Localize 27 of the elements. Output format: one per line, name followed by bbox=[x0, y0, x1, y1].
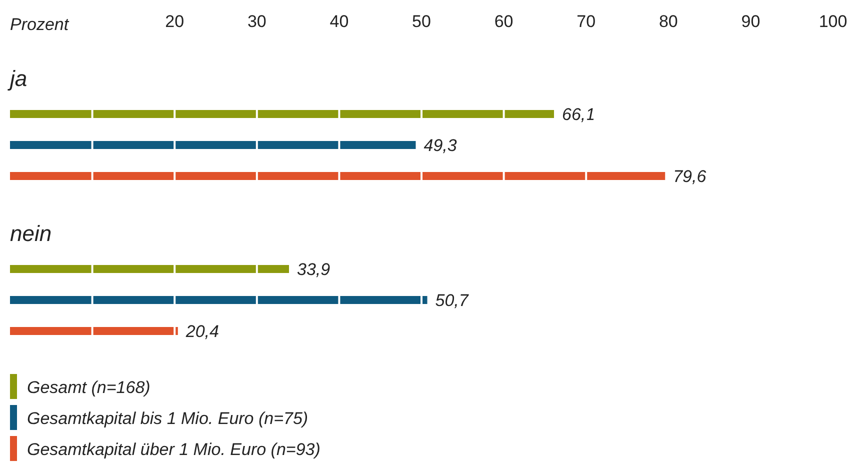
data-label: 79,6 bbox=[673, 167, 707, 186]
y-tick-label: nein bbox=[10, 221, 52, 246]
x-tick-label: 80 bbox=[658, 12, 678, 31]
bar bbox=[10, 296, 428, 304]
x-tick-label: 20 bbox=[165, 12, 184, 31]
x-tick-label: 60 bbox=[494, 12, 514, 31]
bar bbox=[10, 172, 666, 180]
bar bbox=[10, 141, 416, 149]
bar bbox=[10, 265, 289, 273]
legend-label: Gesamt (n=168) bbox=[27, 378, 150, 397]
x-tick-label: 40 bbox=[330, 12, 349, 31]
x-tick-label: 50 bbox=[412, 12, 431, 31]
x-tick-label: 100 bbox=[818, 12, 848, 31]
y-tick-label: ja bbox=[7, 66, 28, 91]
x-tick-label: 70 bbox=[576, 12, 596, 31]
x-tick-label: 30 bbox=[247, 12, 266, 31]
x-axis-title: Prozent bbox=[10, 15, 70, 34]
legend-label: Gesamtkapital über 1 Mio. Euro (n=93) bbox=[27, 440, 320, 459]
data-label: 50,7 bbox=[435, 291, 469, 310]
x-tick-label: 90 bbox=[741, 12, 760, 31]
bar bbox=[10, 327, 178, 335]
bar bbox=[10, 110, 554, 118]
data-label: 66,1 bbox=[562, 105, 596, 124]
data-label: 49,3 bbox=[424, 136, 458, 155]
data-label: 33,9 bbox=[296, 260, 331, 279]
data-label: 20,4 bbox=[184, 322, 219, 341]
legend-label: Gesamtkapital bis 1 Mio. Euro (n=75) bbox=[27, 409, 308, 428]
